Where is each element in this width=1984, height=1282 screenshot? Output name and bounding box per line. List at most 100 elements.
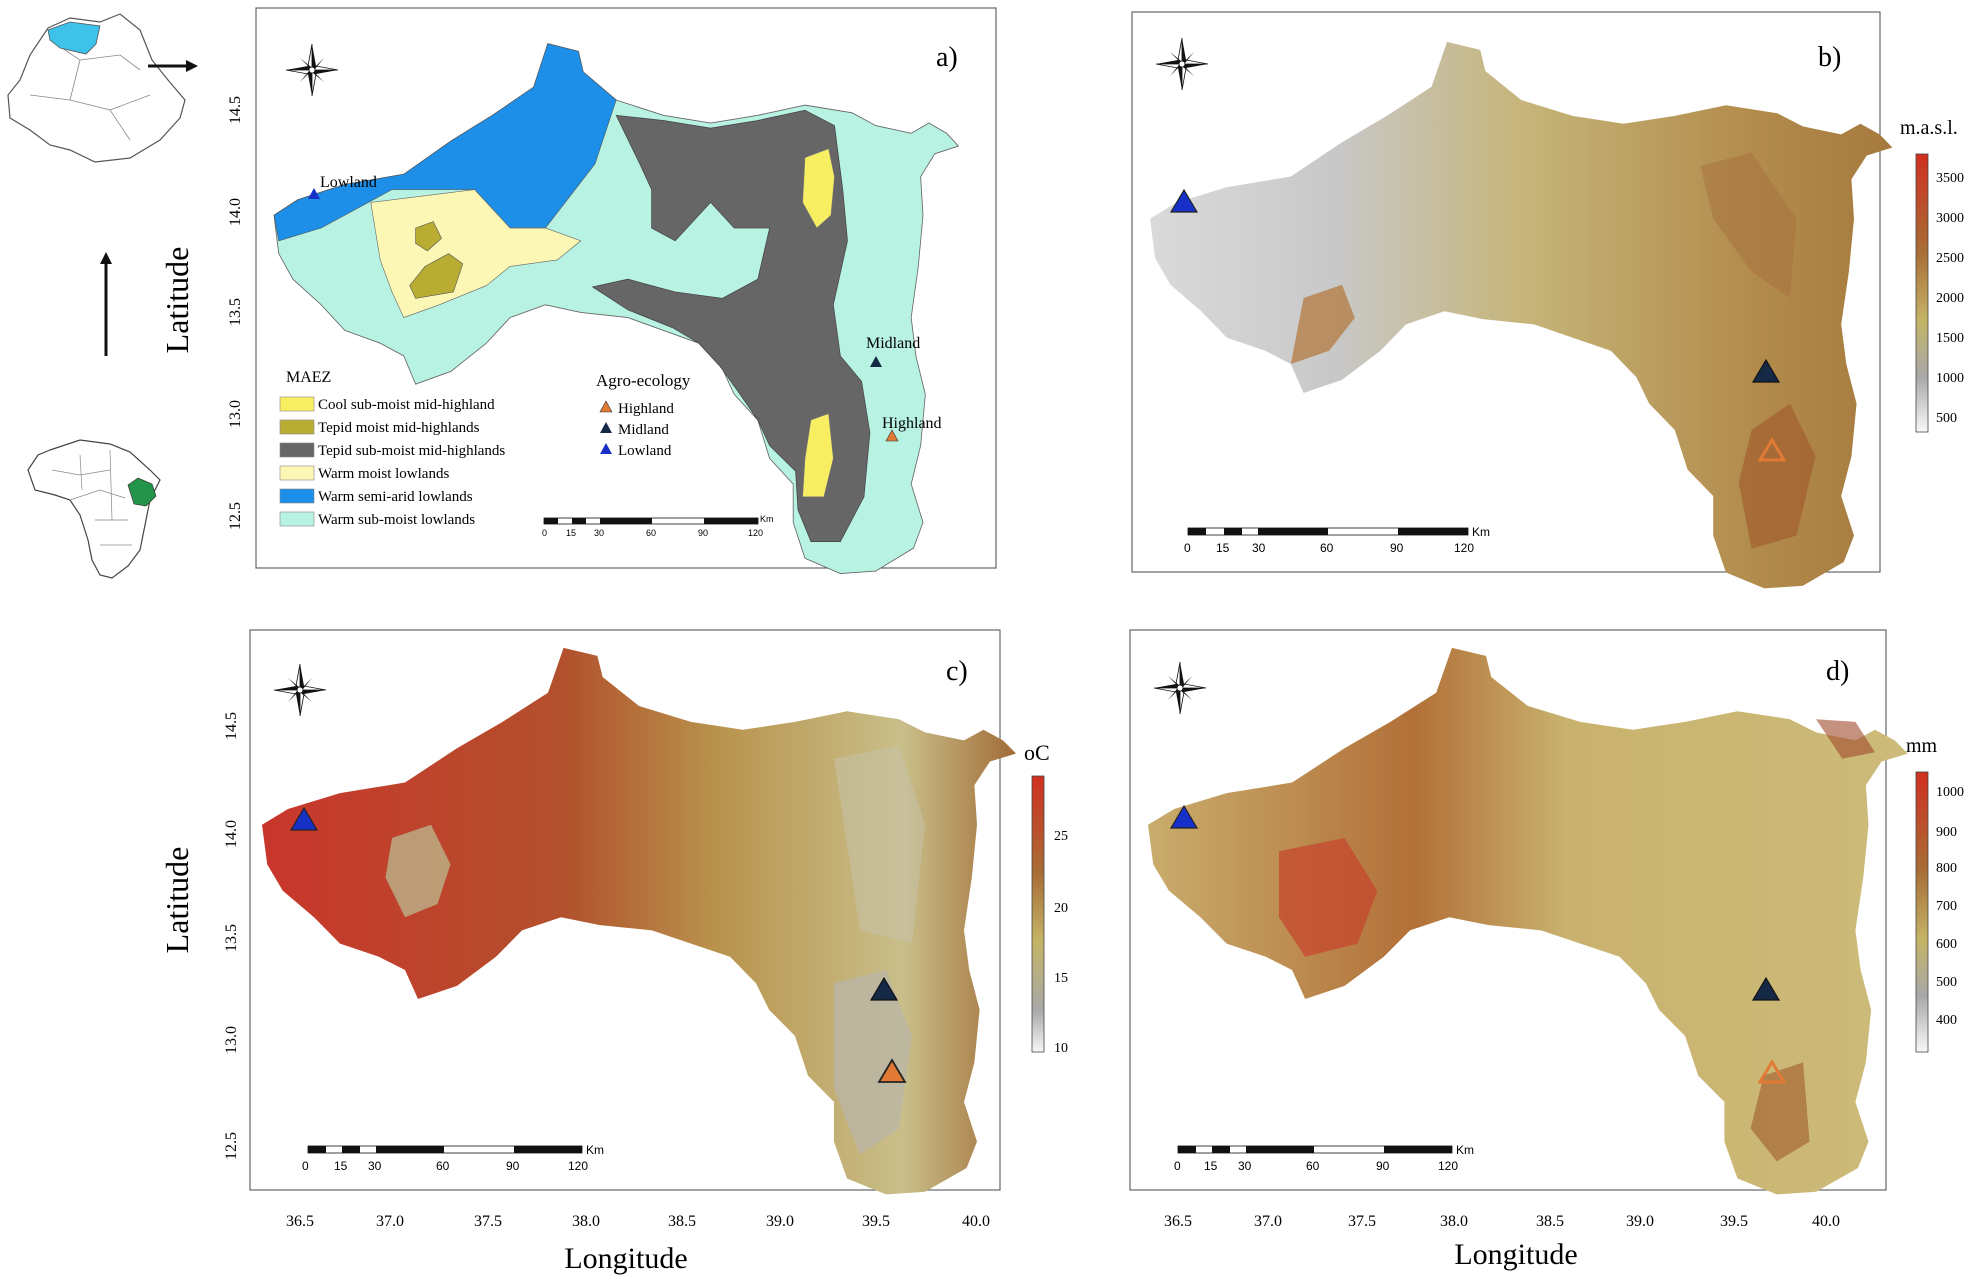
scale-d-tick-15: 15 bbox=[1204, 1159, 1218, 1173]
maez-map bbox=[273, 43, 960, 575]
maez-legend-title: MAEZ bbox=[286, 369, 331, 386]
lon-tick-c-39.5: 39.5 bbox=[1720, 1213, 1748, 1230]
lon-tick-a-36.5: 36.5 bbox=[286, 1213, 314, 1230]
lon-axis-c: 36.5 37.0 37.5 38.0 38.5 39.0 39.5 40.0 bbox=[1164, 1213, 1840, 1230]
cb-c-tick-15: 15 bbox=[1054, 971, 1068, 986]
colorbar-ticks-d: 1000 900 800 700 600 500 400 bbox=[1936, 785, 1964, 1028]
scale-d-tick-0: 0 bbox=[1174, 1159, 1181, 1173]
cb-b-tick-1000: 1000 bbox=[1936, 371, 1964, 386]
midland-marker-icon bbox=[870, 356, 882, 367]
agro-ecology-legend: Agro-ecology Highland Midland Lowland bbox=[596, 371, 691, 459]
scale-c-tick-15: 15 bbox=[334, 1159, 348, 1173]
lat-tick-a-12.5: 12.5 bbox=[227, 502, 244, 530]
lon-tick-a-40.0: 40.0 bbox=[962, 1213, 990, 1230]
scale-c-tick-60: 60 bbox=[436, 1159, 450, 1173]
panel-c: c) oC 25 20 15 10 0 15 30 60 90 120 Km 1… bbox=[223, 629, 1840, 1230]
agro-legend-lowland-icon bbox=[600, 443, 612, 454]
scale-c-tick-0: 0 bbox=[302, 1159, 309, 1173]
lat-tick-c-14.5: 14.5 bbox=[223, 712, 240, 740]
legend-swatch-warm-semi-arid bbox=[279, 488, 315, 504]
lowland-marker-icon bbox=[1169, 804, 1199, 829]
lat-tick-a-14.0: 14.0 bbox=[227, 198, 244, 226]
lat-tick-c-13.0: 13.0 bbox=[223, 1026, 240, 1054]
cb-d-tick-900: 900 bbox=[1936, 825, 1957, 840]
lat-axis-a: 14.5 14.0 13.5 13.0 12.5 bbox=[227, 96, 244, 530]
scale-a-tick-0: 0 bbox=[542, 528, 547, 538]
panel-label-d: d) bbox=[1826, 656, 1849, 687]
scale-c-tick-90: 90 bbox=[506, 1159, 520, 1173]
up-arrow bbox=[100, 252, 112, 356]
scale-d-tick-30: 30 bbox=[1238, 1159, 1252, 1173]
agro-legend-lowland-label: Lowland bbox=[618, 443, 672, 459]
scale-d-tick-120: 120 bbox=[1438, 1159, 1458, 1173]
cb-d-tick-1000: 1000 bbox=[1936, 785, 1964, 800]
lat-tick-a-14.5: 14.5 bbox=[227, 96, 244, 124]
lon-tick-c-40.0: 40.0 bbox=[1812, 1213, 1840, 1230]
lon-tick-a-37.5: 37.5 bbox=[474, 1213, 502, 1230]
lon-tick-c-37.5: 37.5 bbox=[1348, 1213, 1376, 1230]
highland-marker-icon bbox=[1757, 1059, 1787, 1084]
temperature-map bbox=[262, 647, 1016, 1195]
scale-a-tick-30: 30 bbox=[594, 528, 604, 538]
cb-b-tick-1500: 1500 bbox=[1936, 331, 1964, 346]
lon-tick-a-39.5: 39.5 bbox=[862, 1213, 890, 1230]
scalebar-d: 0 15 30 60 90 120 Km bbox=[1174, 1143, 1474, 1173]
scale-c-tick-120: 120 bbox=[568, 1159, 588, 1173]
maez-legend: MAEZ Cool sub-moist mid-highland Tepid m… bbox=[279, 369, 505, 528]
legend-title-d: mm bbox=[1906, 735, 1938, 757]
scale-b-tick-0: 0 bbox=[1184, 541, 1191, 555]
legend-swatch-warm-sub-moist bbox=[279, 511, 315, 527]
y-axis-label-top: Latitude bbox=[159, 247, 195, 354]
panel-d: d) mm 1000 900 800 700 600 500 400 0 15 … bbox=[1129, 629, 1964, 1195]
elevation-map bbox=[1150, 41, 1893, 589]
scale-d-tick-90: 90 bbox=[1376, 1159, 1390, 1173]
highland-marker-icon bbox=[877, 1058, 907, 1083]
cb-c-tick-10: 10 bbox=[1054, 1041, 1068, 1056]
lon-axis-a: 36.5 37.0 37.5 38.0 38.5 39.0 39.5 40.0 bbox=[286, 1213, 990, 1230]
cb-b-tick-2000: 2000 bbox=[1936, 291, 1964, 306]
lat-axis-c: 14.5 14.0 13.5 13.0 12.5 bbox=[223, 712, 240, 1160]
site-label-lowland: Lowland bbox=[320, 174, 377, 191]
legend-label-tepid-sub-moist: Tepid sub-moist mid-highlands bbox=[318, 443, 505, 459]
lon-tick-a-38.0: 38.0 bbox=[572, 1213, 600, 1230]
cb-c-tick-25: 25 bbox=[1054, 829, 1068, 844]
locator-africa bbox=[27, 439, 161, 579]
agro-legend-title: Agro-ecology bbox=[596, 371, 691, 390]
right-arrow bbox=[148, 60, 198, 72]
scalebar-b: 0 15 30 60 90 120 Km bbox=[1184, 525, 1490, 555]
lon-tick-c-36.5: 36.5 bbox=[1164, 1213, 1192, 1230]
scale-b-tick-60: 60 bbox=[1320, 541, 1334, 555]
tigray-highlight bbox=[47, 21, 101, 55]
agro-legend-midland-icon bbox=[600, 422, 612, 433]
highland-marker-icon bbox=[885, 429, 899, 442]
scale-a-tick-120: 120 bbox=[748, 528, 763, 538]
x-axis-label-right: Longitude bbox=[1454, 1238, 1577, 1271]
lowland-marker-icon bbox=[308, 188, 320, 199]
cb-b-tick-2500: 2500 bbox=[1936, 251, 1964, 266]
scale-c-tick-30: 30 bbox=[368, 1159, 382, 1173]
lowland-marker-icon bbox=[289, 806, 319, 831]
legend-label-warm-semi-arid: Warm semi-arid lowlands bbox=[318, 489, 473, 505]
legend-swatch-warm-moist bbox=[279, 465, 315, 481]
legend-swatch-cool-sub-moist bbox=[279, 396, 315, 412]
site-label-midland: Midland bbox=[866, 335, 920, 352]
panel-b: b) m.a.s.l. 3500 3000 2500 2000 1500 100… bbox=[1131, 11, 1964, 589]
panel-label-a: a) bbox=[936, 42, 958, 73]
cb-c-tick-20: 20 bbox=[1054, 901, 1068, 916]
scale-a-tick-60: 60 bbox=[646, 528, 656, 538]
colorbar-rainfall bbox=[1915, 771, 1929, 1053]
cb-d-tick-800: 800 bbox=[1936, 861, 1957, 876]
midland-marker-icon bbox=[1751, 358, 1781, 383]
scale-a-tick-90: 90 bbox=[698, 528, 708, 538]
scalebar-c: 0 15 30 60 90 120 Km bbox=[302, 1143, 604, 1173]
colorbar-elevation bbox=[1915, 153, 1929, 433]
legend-label-warm-moist: Warm moist lowlands bbox=[318, 466, 449, 482]
cb-d-tick-400: 400 bbox=[1936, 1013, 1957, 1028]
scale-b-unit: Km bbox=[1472, 525, 1490, 539]
legend-swatch-tepid-moist bbox=[279, 419, 315, 435]
lat-tick-c-12.5: 12.5 bbox=[223, 1132, 240, 1160]
legend-label-cool-sub-moist: Cool sub-moist mid-highland bbox=[318, 397, 495, 413]
agro-legend-midland-label: Midland bbox=[618, 422, 669, 438]
x-axis-label-left: Longitude bbox=[564, 1242, 687, 1275]
